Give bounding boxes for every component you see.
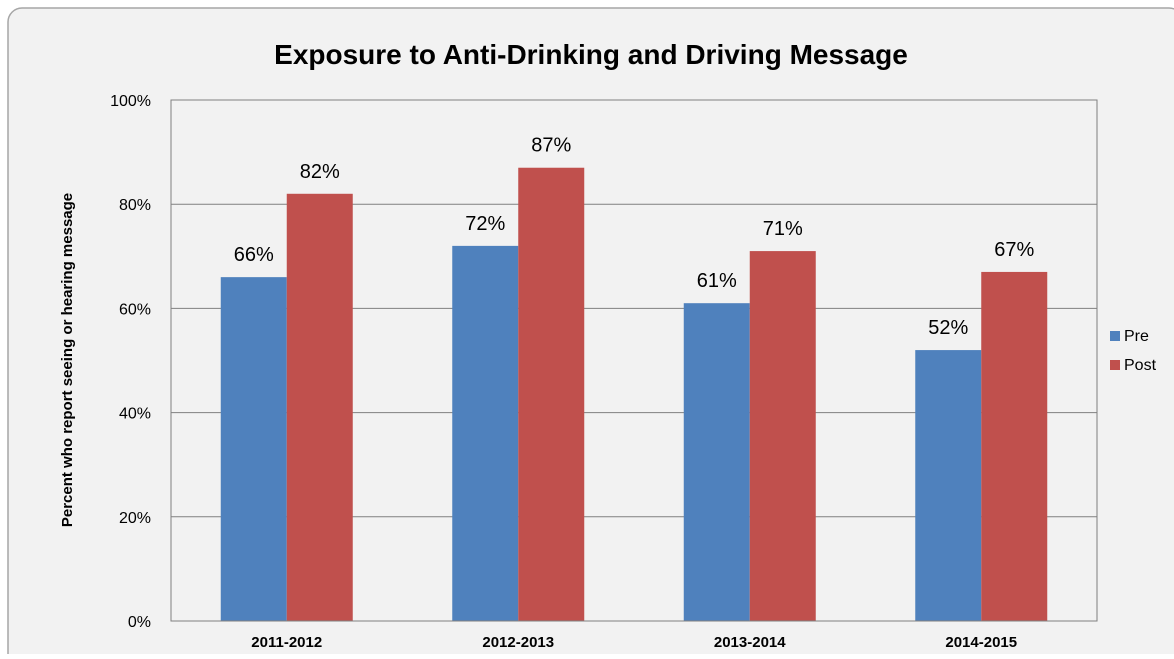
y-tick-label: 100% (110, 93, 151, 110)
y-tick-label: 60% (119, 301, 151, 318)
legend-label-pre: Pre (1124, 328, 1149, 345)
legend-label-post: Post (1124, 357, 1157, 374)
data-label: 66% (234, 244, 274, 266)
x-axis-ticks: 2011-2012 2012-2013 2013-2014 2014-2015 (251, 634, 1017, 651)
bars (220, 167, 1048, 622)
x-tick-label: 2014-2015 (945, 634, 1017, 651)
bar-post-2011-2012 (286, 193, 353, 621)
data-label: 87% (531, 135, 571, 157)
legend: Pre Post (1110, 328, 1157, 374)
data-label: 61% (697, 270, 737, 292)
x-tick-label: 2011-2012 (251, 634, 322, 651)
data-labels: 66% 82% 72% 87% 61% 71% 52% 67% (234, 135, 1035, 339)
x-tick-label: 2012-2013 (482, 634, 554, 651)
bar-pre-2012-2013 (452, 245, 519, 621)
bar-pre-2011-2012 (220, 277, 287, 621)
data-label: 82% (300, 161, 340, 183)
data-label: 72% (465, 213, 505, 235)
y-tick-label: 80% (119, 197, 151, 214)
x-tick-label: 2013-2014 (714, 634, 786, 651)
y-axis-title: Percent who report seeing or hearing mes… (59, 193, 76, 527)
y-tick-label: 0% (128, 614, 151, 631)
data-label: 52% (928, 317, 968, 339)
bar-pre-2014-2015 (915, 350, 982, 621)
bar-post-2012-2013 (518, 167, 585, 622)
bar-post-2014-2015 (981, 271, 1048, 621)
y-axis-ticks: 0% 20% 40% 60% 80% 100% (110, 93, 151, 631)
bar-pre-2013-2014 (683, 303, 750, 621)
legend-swatch-pre (1110, 331, 1120, 341)
data-label: 67% (994, 239, 1034, 261)
y-tick-label: 20% (119, 510, 151, 527)
data-label: 71% (763, 218, 803, 240)
legend-swatch-post (1110, 360, 1120, 370)
bar-post-2013-2014 (749, 251, 816, 621)
chart-title: Exposure to Anti-Drinking and Driving Me… (274, 39, 908, 70)
y-tick-label: 40% (119, 406, 151, 423)
